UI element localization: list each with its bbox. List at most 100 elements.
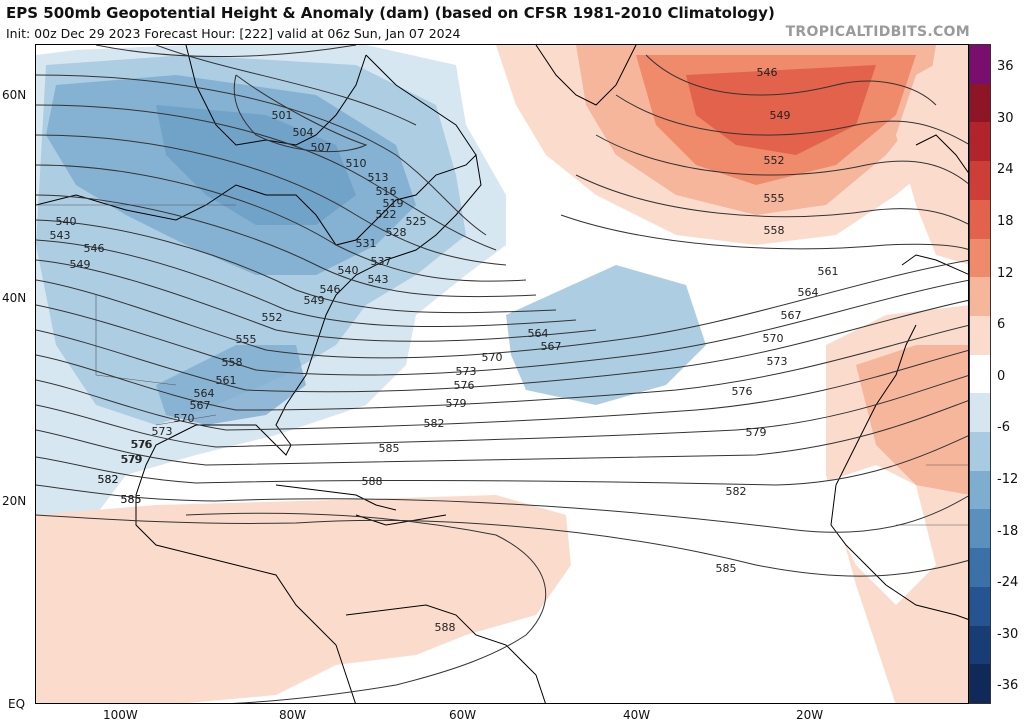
contour-label: 561 (818, 265, 839, 278)
map-panel: 501 504 507 510 513 516 519 522 525 528 … (35, 44, 969, 704)
contour-label: 564 (798, 286, 819, 299)
contour-label: 549 (770, 109, 791, 122)
colorbar-swatch (970, 432, 990, 471)
contour-label: 567 (190, 399, 211, 412)
contour-label: 525 (406, 215, 427, 228)
contour-label: 555 (236, 333, 257, 346)
colorbar-swatch (970, 354, 990, 394)
colorbar-swatch (970, 122, 990, 162)
colorbar-swatch (970, 315, 990, 355)
contour-label: 555 (764, 192, 785, 205)
contour-label: 504 (293, 126, 314, 139)
contour-label: 585 (121, 493, 142, 506)
contour-label: 540 (338, 264, 359, 277)
contour-label: 510 (346, 157, 367, 170)
contour-label: 546 (320, 283, 341, 296)
contour-label: 585 (716, 562, 737, 575)
lon-label: 60W (449, 708, 477, 722)
contour-label: 549 (70, 258, 91, 271)
contour-label: 582 (424, 417, 445, 430)
lon-label: 20W (796, 708, 824, 722)
contour-label: 582 (98, 473, 119, 486)
contour-label: 564 (528, 327, 549, 340)
contour-label: 582 (726, 485, 747, 498)
contour-label: 549 (304, 294, 325, 307)
contour-label: 558 (222, 356, 243, 369)
map-title: EPS 500mb Geopotential Height & Anomaly … (6, 4, 775, 22)
contour-label: 567 (781, 309, 802, 322)
contour-label: 573 (152, 425, 173, 438)
colorbar-swatch (970, 238, 990, 278)
contour-label: 573 (767, 355, 788, 368)
contour-label: 543 (368, 273, 389, 286)
contour-label: 552 (764, 154, 785, 167)
colorbar-label: 24 (997, 162, 1014, 178)
contour-label: 576 (131, 438, 152, 451)
lat-label: 60N (2, 88, 27, 102)
lon-label: 80W (279, 708, 307, 722)
contour-label: 513 (368, 171, 389, 184)
colorbar-swatch (970, 199, 990, 239)
contour-labels: 501 504 507 510 513 516 519 522 525 528 … (50, 66, 839, 634)
contour-label: 576 (132, 438, 153, 451)
contour-label: 516 (376, 185, 397, 198)
contour-label: 540 (56, 215, 77, 228)
colorbar-label: 12 (997, 265, 1014, 281)
colorbar-label: -12 (997, 471, 1019, 487)
colorbar-swatch (970, 664, 990, 703)
colorbar-swatch (970, 586, 990, 626)
contour-label: 519 (383, 197, 404, 210)
colorbar-label: -24 (997, 575, 1019, 591)
contour-label: 588 (435, 621, 456, 634)
lat-label: 20N (2, 494, 27, 508)
colorbar-label: 30 (997, 110, 1014, 126)
contour-label: 537 (371, 255, 392, 268)
contour-label: 585 (121, 493, 142, 506)
colorbar-swatch (970, 470, 990, 510)
colorbar-label: 18 (997, 214, 1014, 229)
colorbar-swatch (970, 45, 990, 84)
contour-label: 570 (174, 412, 195, 425)
colorbar-swatch (970, 161, 990, 200)
colorbar-label: -30 (997, 626, 1019, 642)
colorbar-label: 0 (997, 368, 1006, 384)
colorbar-swatch (970, 509, 990, 549)
forecast-info: Init: 00z Dec 29 2023 Forecast Hour: [22… (6, 26, 461, 41)
lon-label: 40W (623, 708, 651, 722)
contour-label: 579 (746, 426, 767, 439)
colorbar-label: 36 (997, 59, 1014, 75)
map-canvas: 501 504 507 510 513 516 519 522 525 528 … (36, 45, 968, 703)
lon-label: 100W (103, 708, 138, 722)
source-watermark: TROPICALTIDBITS.COM (785, 24, 970, 40)
contour-label: 567 (541, 340, 562, 353)
positive-anomaly-shading (36, 45, 968, 703)
contour-label: 546 (84, 242, 105, 255)
colorbar (969, 44, 991, 704)
contour-label: 558 (764, 224, 785, 237)
contour-label: 543 (50, 229, 71, 242)
lat-label: 40N (2, 291, 27, 305)
borders (36, 204, 968, 526)
negative-anomaly-core (156, 345, 306, 425)
contour-label: 570 (482, 351, 503, 364)
contour-label: 546 (757, 66, 778, 79)
colorbar-swatch (970, 393, 990, 433)
colorbar-swatch (970, 83, 990, 123)
contour-label: 531 (356, 237, 377, 250)
colorbar-label: -36 (997, 678, 1019, 694)
colorbar-label: -6 (997, 420, 1010, 436)
contour-label: 561 (216, 374, 237, 387)
contour-label: 522 (376, 208, 397, 221)
colorbar-label: -18 (997, 523, 1019, 539)
contour-label: 579 (121, 453, 142, 466)
contour-label: 573 (456, 365, 477, 378)
contour-label: 552 (262, 311, 283, 324)
contour-label: 582 (98, 473, 119, 486)
contour-label: 579 (446, 397, 467, 410)
lat-label: EQ (8, 697, 26, 711)
contour-label: 579 (122, 453, 143, 466)
coastlines (36, 45, 968, 703)
contour-label: 585 (379, 442, 400, 455)
contour-label: 570 (763, 332, 784, 345)
contour-label: 564 (194, 387, 215, 400)
